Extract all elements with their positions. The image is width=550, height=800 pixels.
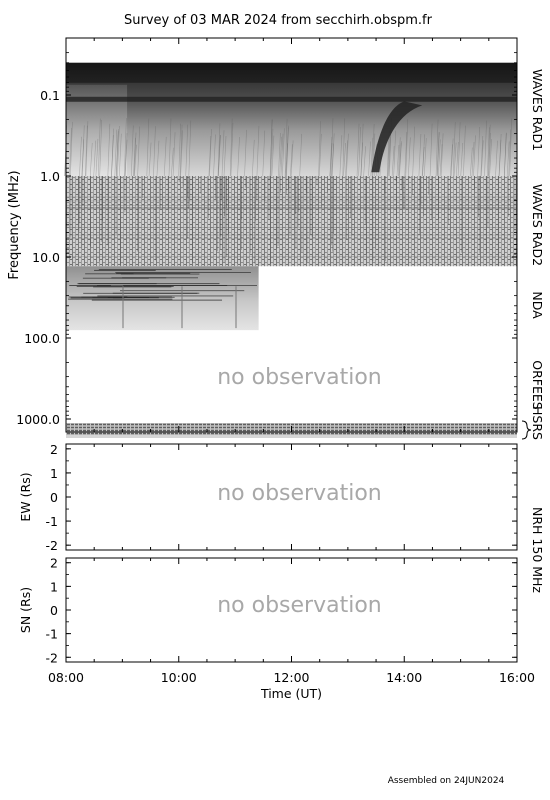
ew-no-observation: no observation [217, 481, 382, 506]
time-tick-label: 08:00 [48, 670, 84, 685]
nrh-panels: no observation no observation [217, 481, 382, 618]
label-waves-rad1: WAVES RAD1 [530, 69, 545, 151]
label-nda: NDA [530, 291, 545, 319]
freq-tick-label: 100.0 [24, 331, 60, 346]
freq-tick-label: 0.1 [40, 88, 60, 103]
sn-tick-label: -1 [46, 627, 58, 642]
sn-tick-label: 1 [50, 579, 58, 594]
orfees-no-observation: no observation [217, 365, 382, 390]
ew-tick-label: -2 [46, 538, 58, 553]
time-axis-label: Time (UT) [260, 686, 322, 701]
ew-tick-label: 1 [50, 466, 58, 481]
sn-tick-label: 0 [50, 603, 58, 618]
ew-axis-label: EW (Rs) [18, 472, 33, 521]
assembled-footer: Assembled on 24JUN2024 [388, 776, 505, 786]
axes: 0.1 1.0 10.0 100.0 1000.0 Frequency (MHz) 2 1 0 -… [7, 37, 535, 701]
time-tick-label: 14:00 [386, 670, 422, 685]
freq-tick-label: 10.0 [32, 250, 60, 265]
freq-tick-label: 1.0 [40, 169, 60, 184]
hsrs-brace [521, 420, 532, 440]
sn-tick-label: 2 [50, 556, 58, 571]
label-orfees: ORFEES [530, 360, 545, 410]
sn-no-observation: no observation [217, 593, 382, 618]
chart-title: Survey of 03 MAR 2024 from secchirh.obsp… [124, 13, 433, 28]
band-waves-rad1 [64, 62, 517, 177]
sn-tick-label: -2 [46, 650, 58, 665]
time-tick-label: 10:00 [161, 670, 197, 685]
dynamic-spectrum-panel: no observation [64, 62, 517, 438]
time-tick-label: 16:00 [499, 670, 535, 685]
label-hsrs: HSRS [530, 406, 545, 440]
band-waves-rad2 [66, 176, 517, 267]
freq-tick-label: 1000.0 [16, 412, 60, 427]
sn-axis-label: SN (Rs) [18, 587, 33, 633]
ew-tick-label: 2 [50, 442, 58, 457]
frequency-axis-label: Frequency (MHz) [7, 170, 22, 279]
band-nda [66, 266, 259, 331]
radio-burst [371, 101, 423, 173]
label-nrh-150: NRH 150 MHz [530, 507, 545, 593]
ew-tick-label: -1 [46, 514, 58, 529]
label-waves-rad2: WAVES RAD2 [530, 184, 545, 266]
time-tick-label: 12:00 [273, 670, 309, 685]
ew-tick-label: 0 [50, 490, 58, 505]
